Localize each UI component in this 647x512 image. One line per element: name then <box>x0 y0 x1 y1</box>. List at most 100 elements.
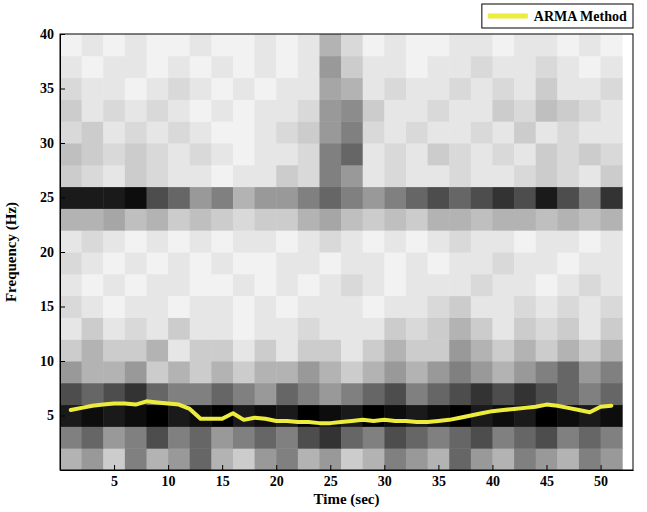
cell <box>471 252 493 274</box>
cell <box>255 252 277 274</box>
cell <box>579 121 601 143</box>
cell <box>190 56 212 78</box>
cell <box>579 426 601 448</box>
cell <box>406 448 428 470</box>
cell <box>190 143 212 165</box>
cell <box>471 317 493 339</box>
cell <box>449 99 471 121</box>
cell <box>211 296 233 318</box>
cell <box>579 317 601 339</box>
cell <box>125 165 147 187</box>
cell <box>82 78 104 100</box>
cell <box>276 99 298 121</box>
cell <box>341 296 363 318</box>
cell <box>319 426 341 448</box>
cell <box>211 78 233 100</box>
chart: 5101520253035404550510152025303540Time (… <box>0 0 647 512</box>
cell <box>471 230 493 252</box>
cell <box>190 252 212 274</box>
cell <box>406 274 428 296</box>
cells <box>60 34 623 470</box>
cell <box>341 274 363 296</box>
cell <box>428 121 450 143</box>
cell <box>514 230 536 252</box>
cell <box>514 208 536 230</box>
cell <box>341 230 363 252</box>
cell <box>125 230 147 252</box>
cell <box>363 317 385 339</box>
cell <box>190 34 212 56</box>
cell <box>190 383 212 405</box>
cell <box>233 448 255 470</box>
cell <box>601 448 623 470</box>
cell <box>601 78 623 100</box>
cell <box>298 448 320 470</box>
cell <box>190 121 212 143</box>
cell <box>557 317 579 339</box>
cell <box>168 78 190 100</box>
cell <box>298 187 320 209</box>
cell <box>601 296 623 318</box>
cell <box>492 230 514 252</box>
cell <box>60 252 82 274</box>
x-tick: 45 <box>540 465 554 489</box>
cell <box>298 426 320 448</box>
cell <box>168 56 190 78</box>
cell <box>514 34 536 56</box>
cell <box>168 34 190 56</box>
cell <box>536 121 558 143</box>
cell <box>428 448 450 470</box>
cell <box>233 296 255 318</box>
cell <box>255 34 277 56</box>
cell <box>276 383 298 405</box>
x-tick: 5 <box>111 465 118 489</box>
cell <box>168 208 190 230</box>
cell <box>428 274 450 296</box>
y-tick-label: 20 <box>40 245 54 260</box>
cell <box>384 274 406 296</box>
y-tick: 25 <box>40 190 65 205</box>
cell <box>363 56 385 78</box>
cell <box>103 143 125 165</box>
cell <box>449 143 471 165</box>
cell <box>449 187 471 209</box>
cell <box>146 448 168 470</box>
cell <box>384 121 406 143</box>
cell <box>211 208 233 230</box>
cell <box>125 405 147 427</box>
cell <box>449 361 471 383</box>
cell <box>384 339 406 361</box>
cell <box>557 56 579 78</box>
cell <box>471 165 493 187</box>
cell <box>298 383 320 405</box>
cell <box>384 426 406 448</box>
y-tick: 5 <box>47 408 65 423</box>
cell <box>298 208 320 230</box>
cell <box>536 317 558 339</box>
cell <box>82 208 104 230</box>
cell <box>233 143 255 165</box>
cell <box>276 187 298 209</box>
cell <box>276 426 298 448</box>
y-tick: 10 <box>40 354 65 369</box>
cell <box>60 187 82 209</box>
cell <box>428 187 450 209</box>
cell <box>276 121 298 143</box>
cell <box>255 339 277 361</box>
cell <box>514 99 536 121</box>
cell <box>190 274 212 296</box>
cell <box>363 230 385 252</box>
cell <box>168 121 190 143</box>
cell <box>190 230 212 252</box>
cell <box>514 143 536 165</box>
cell <box>276 252 298 274</box>
cell <box>82 165 104 187</box>
cell <box>514 448 536 470</box>
cell <box>319 187 341 209</box>
cell <box>319 121 341 143</box>
cell <box>449 208 471 230</box>
cell <box>492 121 514 143</box>
y-tick: 15 <box>40 299 65 314</box>
cell <box>601 99 623 121</box>
cell <box>406 56 428 78</box>
